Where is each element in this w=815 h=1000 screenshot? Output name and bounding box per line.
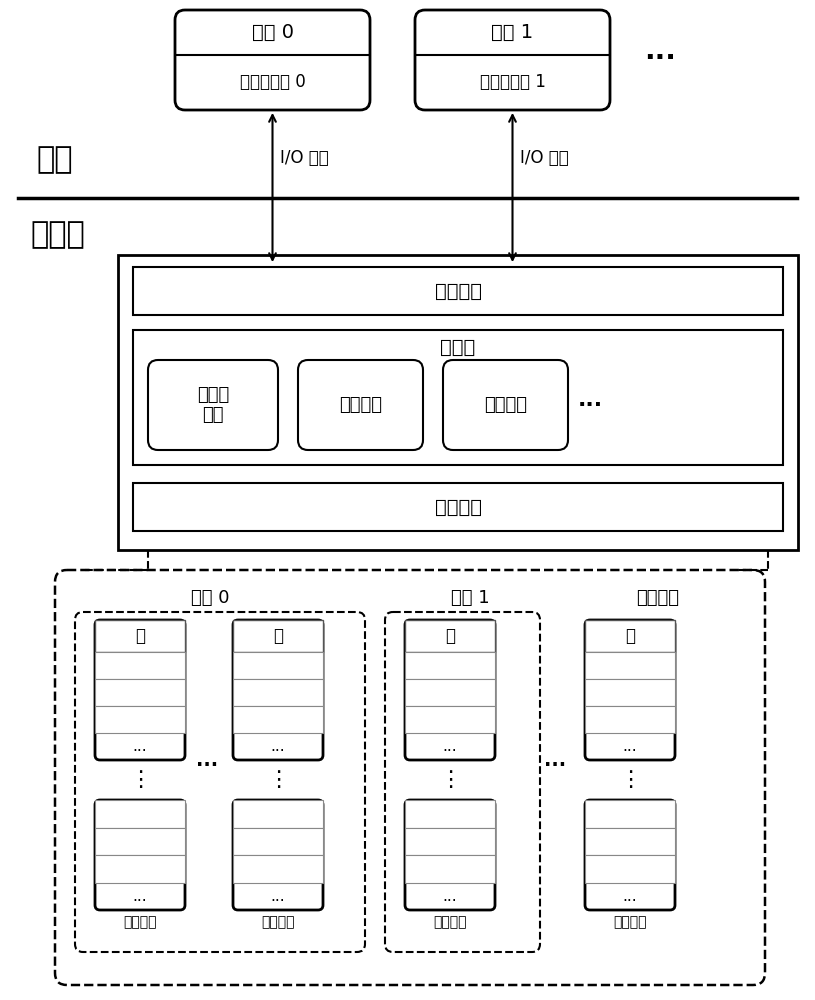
Bar — [405, 652, 495, 679]
Text: ...: ... — [133, 739, 148, 754]
Bar — [405, 679, 495, 706]
Bar — [405, 828, 495, 855]
FancyBboxPatch shape — [585, 620, 675, 760]
Bar — [95, 679, 185, 706]
Bar — [405, 800, 495, 828]
Bar — [405, 620, 495, 652]
Bar — [585, 652, 675, 679]
Text: ...: ... — [271, 889, 285, 904]
Text: 闪存晶圆: 闪存晶圆 — [434, 915, 467, 929]
Text: 主机: 主机 — [37, 145, 73, 174]
FancyBboxPatch shape — [95, 620, 185, 760]
Text: 控制器: 控制器 — [440, 338, 476, 357]
FancyBboxPatch shape — [415, 10, 610, 110]
Text: 虚拟固态盘 1: 虚拟固态盘 1 — [479, 73, 545, 91]
Text: 固态盘: 固态盘 — [31, 221, 86, 249]
Text: ...: ... — [271, 739, 285, 754]
Text: I/O 请求: I/O 请求 — [280, 149, 329, 167]
FancyBboxPatch shape — [443, 360, 568, 450]
Bar — [118, 255, 798, 550]
Bar — [405, 855, 495, 882]
Text: 多租户
管理: 多租户 管理 — [197, 386, 229, 424]
Text: ⋮: ⋮ — [438, 770, 461, 790]
Bar — [233, 652, 323, 679]
Bar — [95, 828, 185, 855]
Text: ···: ··· — [578, 395, 602, 415]
Text: ···: ··· — [196, 756, 218, 774]
Text: 主机接口: 主机接口 — [434, 282, 482, 300]
Bar — [585, 679, 675, 706]
Bar — [233, 855, 323, 882]
FancyBboxPatch shape — [385, 612, 540, 952]
Text: 地址映射: 地址映射 — [339, 396, 382, 414]
Text: ⋮: ⋮ — [129, 770, 151, 790]
Bar — [95, 620, 185, 652]
Text: 其它租户: 其它租户 — [637, 589, 680, 607]
Bar — [95, 706, 185, 733]
Text: 闪存晶圆: 闪存晶圆 — [262, 915, 295, 929]
FancyBboxPatch shape — [175, 10, 370, 110]
Text: ...: ... — [443, 889, 457, 904]
Text: 页: 页 — [445, 627, 455, 645]
Text: ...: ... — [443, 739, 457, 754]
FancyBboxPatch shape — [55, 570, 765, 985]
FancyBboxPatch shape — [75, 612, 365, 952]
Bar — [233, 828, 323, 855]
FancyBboxPatch shape — [233, 800, 323, 910]
Bar — [133, 330, 783, 465]
Text: 虚拟固态盘 0: 虚拟固态盘 0 — [240, 73, 306, 91]
Bar — [95, 800, 185, 828]
FancyBboxPatch shape — [95, 800, 185, 910]
Text: 租户 0: 租户 0 — [191, 589, 229, 607]
Bar — [95, 855, 185, 882]
Text: 租户 0: 租户 0 — [252, 22, 293, 41]
Text: I/O 请求: I/O 请求 — [521, 149, 569, 167]
Bar — [233, 706, 323, 733]
Text: 租户 1: 租户 1 — [451, 589, 489, 607]
Text: 页: 页 — [135, 627, 145, 645]
Text: 页: 页 — [625, 627, 635, 645]
FancyBboxPatch shape — [148, 360, 278, 450]
FancyBboxPatch shape — [405, 800, 495, 910]
Text: ⋮: ⋮ — [619, 770, 641, 790]
Text: ...: ... — [133, 889, 148, 904]
Bar — [133, 483, 783, 531]
Bar — [585, 855, 675, 882]
FancyBboxPatch shape — [233, 620, 323, 760]
Bar — [233, 620, 323, 652]
Bar — [233, 679, 323, 706]
Text: 闪存晶圆: 闪存晶圆 — [123, 915, 156, 929]
Text: 闪存存储: 闪存存储 — [434, 497, 482, 516]
Text: 页: 页 — [273, 627, 283, 645]
Bar — [405, 706, 495, 733]
Text: ⋮: ⋮ — [267, 770, 289, 790]
Text: 闪存晶圆: 闪存晶圆 — [613, 915, 647, 929]
FancyBboxPatch shape — [298, 360, 423, 450]
Text: ...: ... — [623, 739, 637, 754]
Text: 垃圾回收: 垃圾回收 — [484, 396, 527, 414]
Bar — [133, 267, 783, 315]
Bar — [585, 800, 675, 828]
Bar — [585, 620, 675, 652]
Text: ···: ··· — [544, 756, 566, 774]
Text: ...: ... — [623, 889, 637, 904]
Bar — [233, 800, 323, 828]
Bar — [585, 706, 675, 733]
Bar — [95, 652, 185, 679]
FancyBboxPatch shape — [405, 620, 495, 760]
FancyBboxPatch shape — [585, 800, 675, 910]
Text: ···: ··· — [644, 44, 676, 72]
Bar — [585, 828, 675, 855]
Text: 租户 1: 租户 1 — [491, 22, 534, 41]
